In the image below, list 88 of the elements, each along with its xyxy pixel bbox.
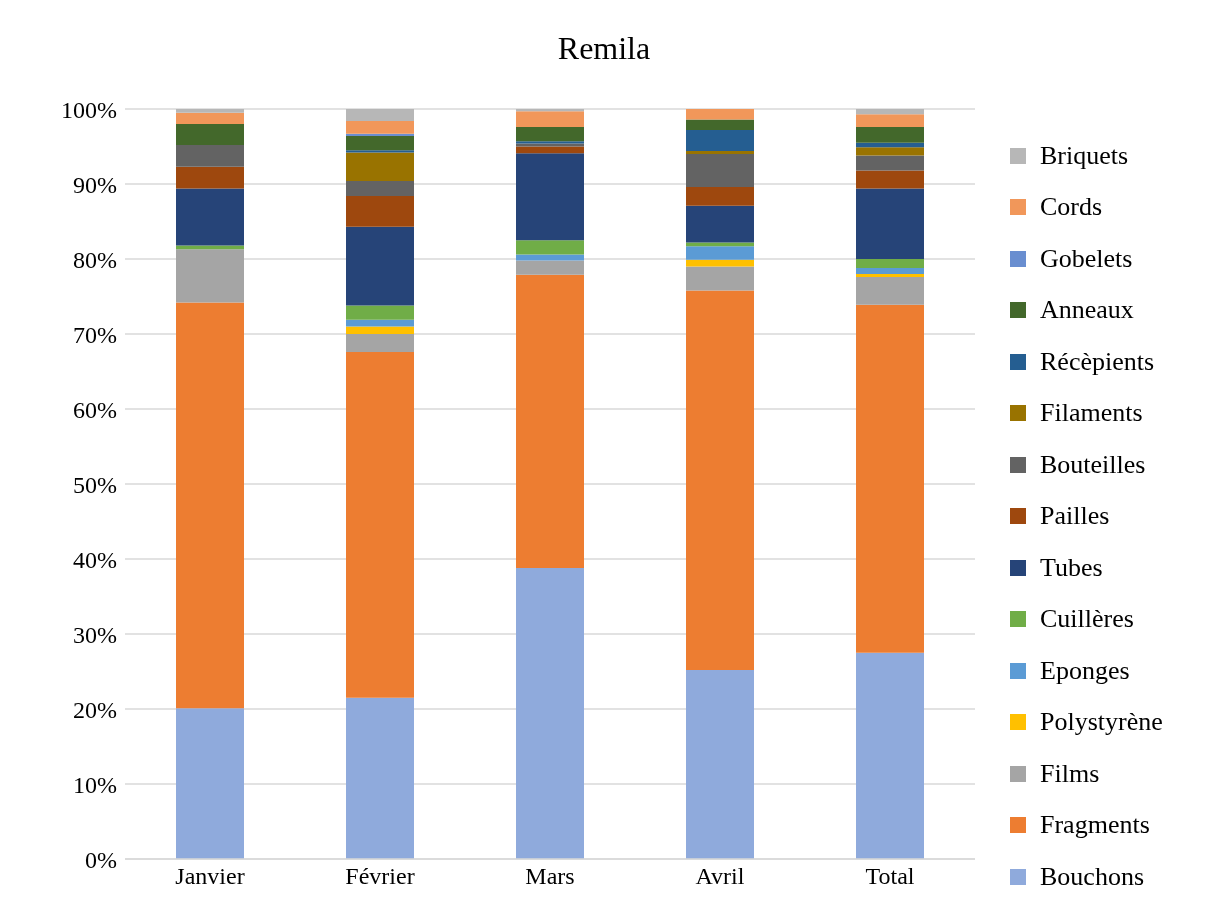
bar [856,147,924,156]
bar [686,266,754,291]
bar [686,187,754,206]
legend-label: Cuillères [1040,604,1134,635]
bar [686,670,754,859]
bar [176,109,244,113]
chart-title: Remila [556,30,652,67]
legend-label: Cords [1040,192,1103,223]
bar [516,260,584,275]
bar [686,151,754,154]
legend-label: Bouteilles [1040,449,1146,480]
bar [856,652,924,859]
legend-label: Polystyrène [1040,707,1163,738]
legend-label: Films [1040,758,1100,789]
bar [176,708,244,859]
bar [856,268,924,274]
legend-label: Récèpients [1040,346,1155,377]
bar [346,226,414,306]
bar [346,352,414,698]
bar [516,568,584,859]
bar [516,274,584,568]
x-tick-label: Avril [695,863,745,890]
bar [346,181,414,196]
bar [516,127,584,142]
bar [856,155,924,171]
x-tick-label: Mars [525,863,575,890]
bar [346,305,414,320]
bar [176,166,244,189]
bar [346,196,414,227]
y-tick-label: 70% [73,321,117,348]
bar [346,121,414,134]
legend-label: Filaments [1040,398,1143,429]
bar [856,109,924,115]
bar [856,170,924,189]
bar [346,334,414,352]
x-tick-label: Février [345,863,415,890]
bar [856,188,924,259]
bar [856,259,924,268]
y-tick-label: 60% [73,396,117,423]
bar [176,112,244,124]
bar [686,205,754,243]
bar [686,154,754,187]
x-tick-label: Janvier [175,863,245,890]
legend-label: Briquets [1040,140,1129,171]
bar [346,326,414,334]
legend-label: Bouchons [1040,861,1144,892]
bar [686,246,754,260]
y-tick-label: 40% [73,546,117,573]
y-tick-label: 10% [73,771,117,798]
bar [346,136,414,151]
y-tick-label: 90% [73,171,117,198]
y-tick-label: 30% [73,621,117,648]
legend-label: Tubes [1040,552,1103,583]
bar [856,114,924,127]
legend-label: Anneaux [1040,295,1134,326]
bar [176,302,244,709]
bar [346,109,414,121]
bar [686,130,754,151]
bar [856,127,924,143]
bar [516,153,584,241]
bar [856,277,924,305]
y-tick-label: 0% [85,846,117,873]
bar [686,119,754,130]
bar [516,111,584,127]
legend-label: Fragments [1040,810,1150,841]
bar [176,188,244,246]
bar [516,254,584,261]
bar [346,152,414,181]
bar [516,240,584,255]
legend-label: Eponges [1040,655,1130,686]
bar [856,274,924,277]
bar [686,109,754,120]
bar [346,150,414,153]
legend-label: Pailles [1040,501,1110,532]
bar [686,290,754,670]
bar [176,145,244,167]
legend-label: Gobelets [1040,243,1133,274]
y-tick-label: 50% [73,471,117,498]
bar [346,697,414,859]
y-tick-label: 80% [73,246,117,273]
y-tick-label: 20% [73,696,117,723]
y-tick-label: 100% [61,96,117,123]
bar [176,124,244,145]
x-tick-label: Total [865,863,915,890]
bar [346,319,414,327]
bar [176,249,244,303]
bar [686,259,754,267]
bar [856,304,924,653]
